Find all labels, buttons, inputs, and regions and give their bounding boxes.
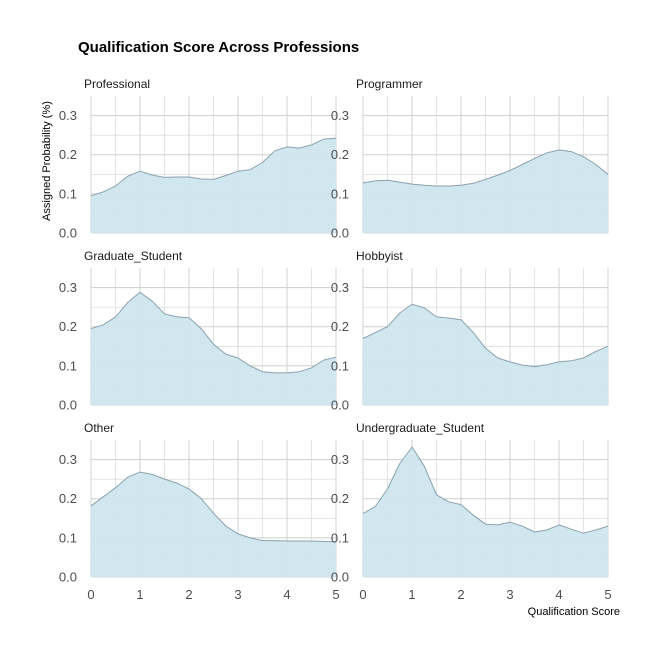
y-tick-label: 0.2 [59,147,77,162]
y-tick-label: 0.1 [59,186,77,201]
y-tick-label: 0.2 [331,491,349,506]
density-line [362,446,609,534]
panel-strip-label: Professional [84,77,150,91]
y-tick-label: 0.1 [331,186,349,201]
y-tick-label: 0.0 [59,226,77,241]
chart-title: Qualification Score Across Professions [78,39,359,56]
panel-hobbyist: Hobbyist 0.0 0.1 0.2 0.3 [331,249,609,413]
y-tick-label: 0.2 [331,147,349,162]
y-tick-label: 0.2 [331,319,349,334]
density-area [363,150,608,233]
y-tick-label: 0.3 [331,280,349,295]
y-tick-label: 0.1 [331,530,349,545]
y-tick-label: 0.3 [59,452,77,467]
x-tick-label: 5 [332,587,339,602]
y-tick-label: 0.2 [59,491,77,506]
y-tick-label: 0.3 [59,280,77,295]
density-line [90,291,337,374]
panel-other: Other 0.0 0.1 0.2 0.3 0 1 2 3 4 5 [59,421,340,602]
density-line [90,137,337,197]
x-tick-label: 2 [457,587,464,602]
density-area [91,292,336,405]
y-tick-label: 0.3 [331,108,349,123]
x-tick-label: 4 [555,587,562,602]
x-tick-label: 2 [185,587,192,602]
x-tick-label: 1 [136,587,143,602]
x-tick-label: 0 [359,587,366,602]
y-tick-label: 0.0 [59,398,77,413]
density-area [363,304,608,405]
panel-strip-label: Hobbyist [356,249,403,263]
y-tick-label: 0.0 [59,570,77,585]
panel-graduate-student: Graduate_Student 0.0 0.1 0.2 0.3 [59,249,337,413]
y-tick-label: 0.2 [59,319,77,334]
panel-programmer: Programmer 0.0 0.1 0.2 0.3 [331,77,609,241]
density-line [362,149,609,187]
x-tick-label: 1 [408,587,415,602]
y-tick-label: 0.1 [331,358,349,373]
y-tick-label: 0.0 [331,398,349,413]
y-tick-label: 0.3 [59,108,77,123]
density-line [90,471,337,543]
x-tick-label: 3 [234,587,241,602]
density-area [91,472,336,577]
facet-panels: Professional 0.0 0.1 0.2 0.3 Programmer 0.0 0.1… [59,77,612,602]
x-tick-label: 0 [87,587,94,602]
x-tick-label: 4 [283,587,290,602]
density-area [363,447,608,577]
density-line [362,303,609,368]
panel-strip-label: Graduate_Student [84,249,183,263]
panel-undergraduate-student: Undergraduate_Student 0.0 0.1 0.2 0.3 0 1 2 3 4 5 [331,421,612,602]
panel-strip-label: Other [84,421,114,435]
y-tick-label: 0.1 [59,530,77,545]
panel-strip-label: Undergraduate_Student [356,421,485,435]
density-area [91,138,336,233]
y-axis-title: Assigned Probability (%) [41,101,53,221]
x-axis-title: Qualification Score [528,606,620,618]
x-tick-label: 5 [604,587,611,602]
y-tick-label: 0.0 [331,570,349,585]
y-tick-label: 0.3 [331,452,349,467]
panel-strip-label: Programmer [356,77,423,91]
panel-professional: Professional 0.0 0.1 0.2 0.3 [59,77,337,241]
y-tick-label: 0.0 [331,226,349,241]
y-tick-label: 0.1 [59,358,77,373]
x-tick-label: 3 [506,587,513,602]
